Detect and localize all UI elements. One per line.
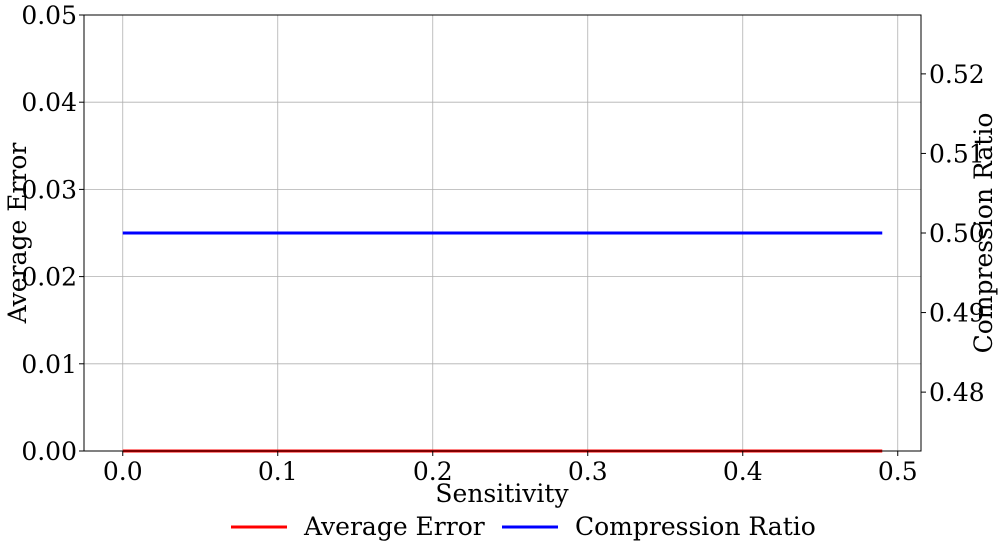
legend: Average Error Compression Ratio [231, 512, 816, 541]
x-tick-label: 0.3 [568, 457, 608, 486]
series-layer [122, 231, 883, 453]
y-axis-right: 0.48 0.49 0.50 0.51 0.52 [921, 60, 985, 407]
x-tick-label: 0.5 [878, 457, 918, 486]
x-tick-label: 0.1 [258, 457, 298, 486]
x-tick-label: 0.4 [723, 457, 763, 486]
y2-tick-label: 0.50 [929, 219, 985, 248]
y2-tick-label: 0.49 [929, 299, 985, 328]
y-tick-label: 0.02 [21, 263, 77, 292]
y-axis-label: Average Error [3, 143, 32, 325]
x-axis: 0.0 0.1 0.2 0.3 0.4 0.5 [103, 451, 918, 486]
y-tick-label: 0.04 [21, 88, 77, 117]
y2-tick-label: 0.52 [929, 60, 985, 89]
legend-label-compression-ratio: Compression Ratio [575, 512, 816, 541]
legend-label-average-error: Average Error [303, 512, 485, 541]
y-tick-label: 0.03 [21, 175, 77, 204]
y-tick-label: 0.01 [21, 350, 77, 379]
y-tick-label: 0.00 [21, 437, 77, 466]
y2-tick-label: 0.48 [929, 378, 985, 407]
y-axis-left: 0.00 0.01 0.02 0.03 0.04 0.05 [21, 1, 84, 466]
y-tick-label: 0.05 [21, 1, 77, 30]
x-axis-label: Sensitivity [435, 479, 569, 508]
x-tick-label: 0.0 [103, 457, 143, 486]
y2-tick-label: 0.51 [929, 139, 985, 168]
x-tick-label: 0.2 [413, 457, 453, 486]
y2-axis-label: Compression Ratio [969, 113, 998, 354]
